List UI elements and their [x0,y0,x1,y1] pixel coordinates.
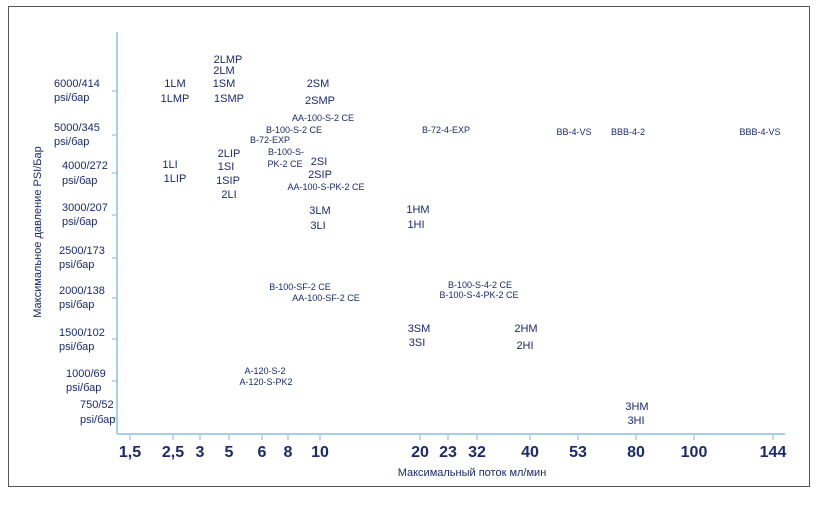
y-tick-unit: psi/бар [54,92,89,104]
data-point-label: 2LM [213,65,234,77]
y-tick-unit: psi/бар [80,414,115,426]
data-point-label: 2LI [221,189,236,201]
data-point-label: 2SM [307,78,330,90]
data-point-label: 2SMP [305,95,335,107]
y-tick-label: 1000/69 [66,368,106,380]
x-tick-label: 2,5 [162,444,184,461]
y-tick-unit: psi/бар [59,259,94,271]
data-point-label: 3SI [409,337,426,349]
y-tick-unit: psi/бар [62,216,97,228]
x-tick-label: 10 [311,444,329,461]
y-axis-title: Максимальное давление PSI/Бар [32,146,44,317]
data-point-label: 1LI [162,159,177,171]
x-tick-label: 20 [411,444,429,461]
data-point-label: 2HM [514,323,537,335]
x-tick-label: 1,5 [119,444,141,461]
data-point-label: 3LI [310,220,325,232]
x-tick-label: 6 [258,444,267,461]
y-tick-unit: psi/бар [66,382,101,394]
data-point-label: 1LM [164,78,185,90]
x-tick-label: 80 [627,444,645,461]
data-point-label: B-100-S-4-2 CE [448,280,512,290]
data-point-label: 1SM [213,78,236,90]
data-point-label: 3SM [408,323,431,335]
x-tick-label: 8 [284,444,293,461]
x-tick-label: 3 [196,444,205,461]
data-point-label: BB-4-VS [556,127,591,137]
data-point-label: A-120-S-2 [244,366,285,376]
data-point-label: 1LMP [161,93,190,105]
y-tick-unit: psi/бар [59,299,94,311]
x-tick-label: 53 [569,444,587,461]
data-point-label: B-100-SF-2 CE [269,282,331,292]
data-point-label: 3HM [625,401,648,413]
data-point-label: BBB-4-2 [611,127,645,137]
data-point-label: BBB-4-VS [739,127,780,137]
data-point-label: 1SIP [216,175,240,187]
x-tick-label: 144 [760,444,787,461]
y-tick-label: 6000/414 [54,78,100,90]
data-point-label: AA-100-S-2 CE [292,113,354,123]
chart-frame [8,6,810,487]
y-tick-unit: psi/бар [59,341,94,353]
x-tick-label: 23 [439,444,457,461]
x-tick-label: 40 [521,444,539,461]
data-point-label: AA-100-S-PK-2 CE [287,182,364,192]
y-tick-label: 4000/272 [62,160,108,172]
y-tick-label: 5000/345 [54,122,100,134]
x-tick-label: 5 [225,444,234,461]
data-point-label: B-72-4-EXP [422,125,470,135]
data-point-label: 1HM [406,204,429,216]
data-point-label: B-100-S-4-PK-2 CE [439,290,518,300]
y-tick-label: 3000/207 [62,202,108,214]
data-point-label-continuation: PK-2 CE [267,159,302,169]
x-tick-label: 32 [468,444,486,461]
data-point-label: 3HI [627,415,644,427]
data-point-label: A-120-S-PK2 [239,377,292,387]
data-point-label: 1SI [218,161,235,173]
data-point-label: 3LM [309,205,330,217]
y-tick-label: 2000/138 [59,285,105,297]
data-point-label: 1HI [407,219,424,231]
data-point-label: B-100-S- [268,147,304,157]
data-point-label: 2SIP [308,169,332,181]
data-point-label: AA-100-SF-2 CE [292,293,360,303]
data-point-label: 2LMP [214,54,243,66]
x-tick-label: 100 [681,444,708,461]
data-point-label: 2SI [311,156,328,168]
data-point-label: B-100-S-2 CE [266,125,322,135]
y-tick-label: 2500/173 [59,245,105,257]
data-point-label: B-72-EXP [250,135,290,145]
y-tick-label: 750/52 [80,399,114,411]
data-point-label: 2LIP [218,148,241,160]
data-point-label: 1SMP [214,93,244,105]
y-tick-unit: psi/бар [54,136,89,148]
y-tick-label: 1500/102 [59,327,105,339]
data-point-label: 1LIP [164,173,187,185]
data-point-label: 2HI [516,340,533,352]
y-tick-unit: psi/бар [62,175,97,187]
x-axis-title: Максимальный поток мл/мин [398,467,547,479]
